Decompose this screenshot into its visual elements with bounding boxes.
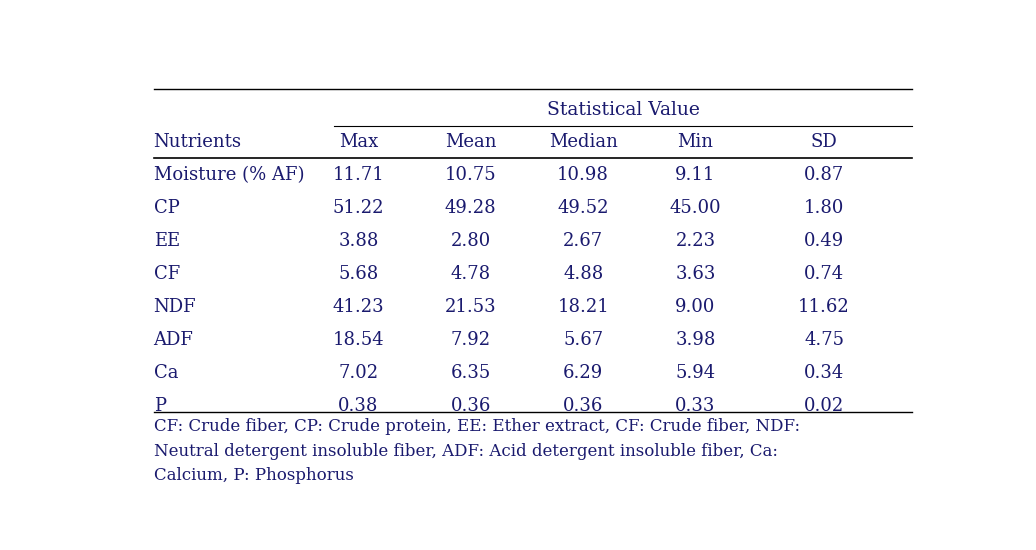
Text: 0.49: 0.49 <box>804 232 844 250</box>
Text: 18.54: 18.54 <box>333 332 384 349</box>
Text: Mean: Mean <box>445 133 496 151</box>
Text: CP: CP <box>153 199 179 217</box>
Text: 2.67: 2.67 <box>564 232 603 250</box>
Text: 0.33: 0.33 <box>675 398 716 415</box>
Text: CF: CF <box>153 265 180 283</box>
Text: P: P <box>153 398 166 415</box>
Text: 0.74: 0.74 <box>804 265 844 283</box>
Text: 5.68: 5.68 <box>338 265 378 283</box>
Text: 1.80: 1.80 <box>804 199 844 217</box>
Text: SD: SD <box>810 133 837 151</box>
Text: 49.52: 49.52 <box>557 199 609 217</box>
Text: 9.00: 9.00 <box>675 299 716 316</box>
Text: Calcium, P: Phosphorus: Calcium, P: Phosphorus <box>153 468 353 485</box>
Text: 3.98: 3.98 <box>675 332 716 349</box>
Text: 10.75: 10.75 <box>444 166 496 184</box>
Text: 3.63: 3.63 <box>675 265 716 283</box>
Text: 2.80: 2.80 <box>451 232 491 250</box>
Text: 51.22: 51.22 <box>333 199 384 217</box>
Text: 3.88: 3.88 <box>338 232 378 250</box>
Text: Median: Median <box>549 133 617 151</box>
Text: 0.36: 0.36 <box>563 398 603 415</box>
Text: 18.21: 18.21 <box>557 299 609 316</box>
Text: ADF: ADF <box>153 332 194 349</box>
Text: Max: Max <box>339 133 378 151</box>
Text: 4.75: 4.75 <box>804 332 844 349</box>
Text: Neutral detergent insoluble fiber, ADF: Acid detergent insoluble fiber, Ca:: Neutral detergent insoluble fiber, ADF: … <box>153 443 778 460</box>
Text: 0.38: 0.38 <box>338 398 378 415</box>
Text: 41.23: 41.23 <box>333 299 384 316</box>
Text: 4.88: 4.88 <box>563 265 603 283</box>
Text: NDF: NDF <box>153 299 196 316</box>
Text: 5.67: 5.67 <box>564 332 603 349</box>
Text: Statistical Value: Statistical Value <box>547 101 699 119</box>
Text: Moisture (% AF): Moisture (% AF) <box>153 166 305 184</box>
Text: 0.36: 0.36 <box>451 398 491 415</box>
Text: 7.92: 7.92 <box>451 332 491 349</box>
Text: 4.78: 4.78 <box>451 265 491 283</box>
Text: 2.23: 2.23 <box>675 232 716 250</box>
Text: 7.02: 7.02 <box>339 365 378 382</box>
Text: Nutrients: Nutrients <box>153 133 241 151</box>
Text: 0.34: 0.34 <box>804 365 844 382</box>
Text: 21.53: 21.53 <box>444 299 496 316</box>
Text: EE: EE <box>153 232 180 250</box>
Text: 6.35: 6.35 <box>451 365 491 382</box>
Text: 45.00: 45.00 <box>669 199 721 217</box>
Text: 6.29: 6.29 <box>563 365 603 382</box>
Text: 5.94: 5.94 <box>675 365 716 382</box>
Text: 11.71: 11.71 <box>333 166 384 184</box>
Text: CF: Crude fiber, CP: Crude protein, EE: Ether extract, CF: Crude fiber, NDF:: CF: Crude fiber, CP: Crude protein, EE: … <box>153 419 800 435</box>
Text: Min: Min <box>678 133 714 151</box>
Text: 11.62: 11.62 <box>798 299 850 316</box>
Text: 49.28: 49.28 <box>444 199 496 217</box>
Text: 10.98: 10.98 <box>557 166 609 184</box>
Text: 0.87: 0.87 <box>804 166 844 184</box>
Text: 0.02: 0.02 <box>804 398 844 415</box>
Text: Ca: Ca <box>153 365 178 382</box>
Text: 9.11: 9.11 <box>675 166 716 184</box>
